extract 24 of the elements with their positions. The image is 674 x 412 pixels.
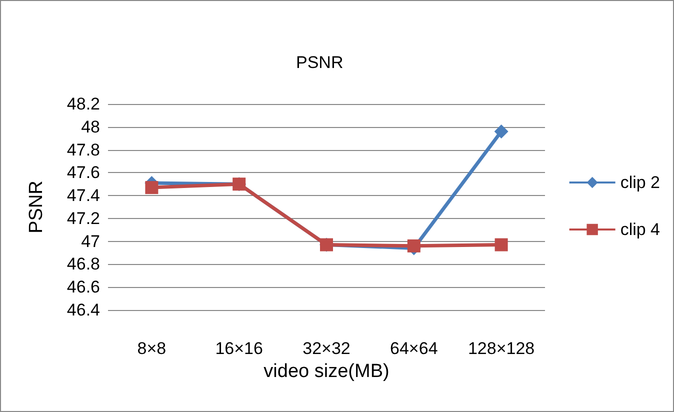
y-tick-label: 47.2 <box>66 208 100 228</box>
y-tick-label: 47.8 <box>66 140 100 160</box>
point <box>407 239 420 252</box>
y-tick-label: 48 <box>81 117 100 136</box>
y-tick-label: 46.4 <box>66 300 100 320</box>
y-tick-label: 46.6 <box>66 278 100 297</box>
y-tick-label: 46.8 <box>66 254 100 274</box>
point <box>145 181 158 194</box>
chart-title: PSNR <box>296 53 344 72</box>
y-tick-label: 47.4 <box>66 186 100 206</box>
y-tick-label: 47.6 <box>66 163 100 182</box>
legend-label: clip 4 <box>620 220 660 239</box>
x-tick-label: 16×16 <box>215 339 263 358</box>
point <box>494 238 508 252</box>
x-tick-label: 128×128 <box>468 339 535 358</box>
x-tick-label: 8×8 <box>137 339 166 358</box>
y-axis-title: PSNR <box>26 180 47 234</box>
x-tick-label: 64×64 <box>390 339 438 358</box>
y-tick-label: 47 <box>81 232 100 251</box>
legend-label: clip 2 <box>620 173 660 192</box>
point <box>494 124 508 138</box>
x-tick-label: 32×32 <box>302 339 350 358</box>
x-axis-title: video size(MB) <box>264 361 390 382</box>
y-tick-label: 48.2 <box>66 94 100 114</box>
